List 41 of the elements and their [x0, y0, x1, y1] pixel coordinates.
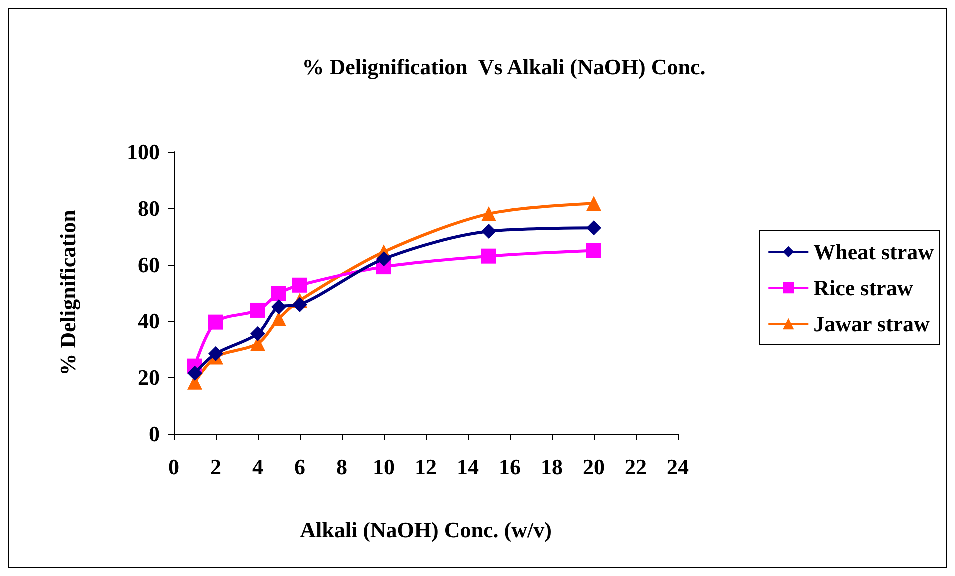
legend-label: Rice straw	[814, 276, 914, 300]
y-tick-label: 0	[149, 422, 160, 446]
point	[586, 243, 602, 258]
chart-title: % Delignification Vs Alkali (NaOH) Conc.	[302, 54, 706, 80]
x-tick-label: 4	[252, 454, 264, 480]
point	[208, 346, 224, 362]
point	[482, 248, 496, 264]
x-tick-label: 8	[336, 454, 348, 480]
point	[188, 366, 202, 381]
point	[586, 196, 602, 212]
legend-label: Wheat straw	[814, 240, 934, 264]
point	[292, 297, 308, 312]
x-tick-label: 2	[210, 454, 222, 480]
x-tick-label: 16	[499, 454, 521, 480]
point	[272, 300, 286, 315]
x-tick-label: 24	[667, 454, 689, 480]
point	[250, 302, 266, 318]
y-tick-label: 100	[127, 140, 160, 164]
x-tick-label: 10	[373, 454, 395, 480]
point	[482, 224, 496, 240]
y-tick-label: 60	[138, 252, 160, 278]
point	[376, 252, 392, 267]
x-tick-label: 14	[457, 454, 479, 480]
point	[482, 206, 496, 222]
x-tick-label: 20	[583, 454, 605, 480]
y-tick-label: 40	[138, 308, 160, 334]
point	[272, 286, 286, 302]
point	[292, 278, 308, 293]
x-tick-label: 18	[541, 454, 563, 480]
y-axis-title: % Delignification	[56, 210, 80, 376]
x-tick-label: 0	[168, 454, 180, 480]
x-tick-label: 22	[625, 454, 647, 480]
point	[586, 220, 602, 236]
x-tick-label: 12	[415, 454, 437, 480]
point	[208, 314, 224, 330]
x-axis-title: Alkali (NaOH) Conc. (w/v)	[300, 518, 552, 542]
y-tick-label: 80	[138, 196, 160, 221]
x-tick-label: 6	[294, 454, 306, 480]
legend-label: Jawar straw	[814, 312, 930, 336]
point	[250, 326, 266, 342]
y-tick-label: 20	[138, 365, 160, 390]
